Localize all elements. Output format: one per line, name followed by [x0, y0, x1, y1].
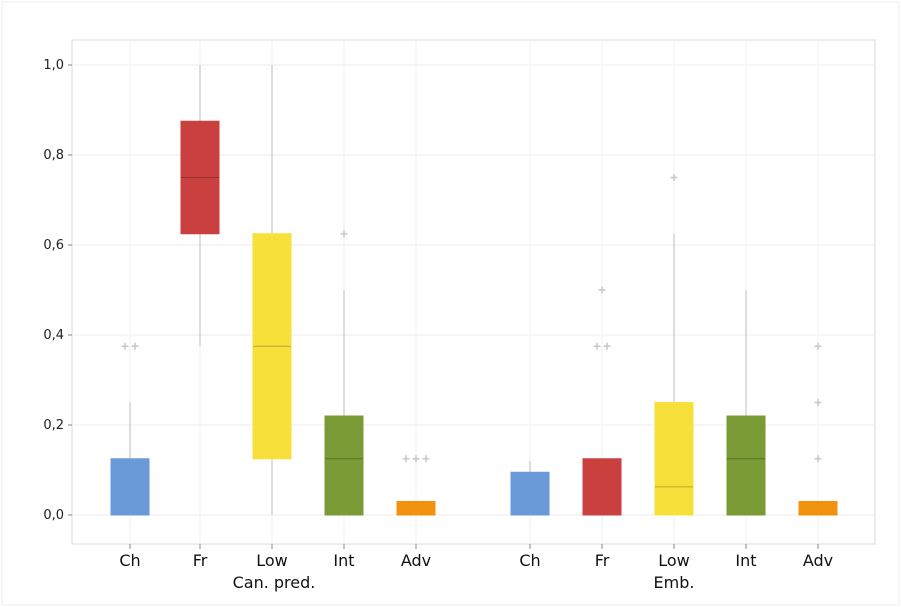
outlier-marker [598, 286, 606, 294]
y-tick-label: 0,2 [43, 418, 64, 433]
box-int-emb [726, 290, 766, 516]
outlier-marker [603, 342, 611, 350]
y-tick-label: 0,0 [43, 508, 64, 523]
x-category-label: Adv [803, 551, 833, 570]
y-tick-label: 1,0 [43, 58, 64, 73]
outlier-marker [412, 455, 420, 463]
y-axis: 0,0 0,2 0,4 0,6 0,8 1,0 [43, 58, 72, 523]
box-adv-can-pred [396, 455, 436, 516]
box-int-can-pred [324, 230, 364, 516]
box-fr-can-pred [180, 65, 220, 347]
box-body [798, 501, 838, 516]
box-ch-can-pred [110, 342, 150, 516]
x-group-label: Can. pred. [233, 573, 316, 592]
x-category-label: Fr [595, 551, 610, 570]
box-low-can-pred [252, 65, 292, 515]
y-tick-label: 0,4 [43, 328, 64, 343]
box-adv-emb [798, 342, 838, 516]
box-ch-emb [510, 461, 550, 516]
x-category-label: Adv [401, 551, 431, 570]
outlier-marker [670, 174, 678, 181]
box-low-emb [654, 174, 694, 516]
x-category-label: Ch [519, 551, 540, 570]
outlier-marker [131, 342, 139, 350]
box-body [180, 120, 220, 235]
outlier-marker [402, 455, 410, 463]
box-fr-emb [582, 286, 622, 516]
box-body [582, 458, 622, 516]
outlier-marker [814, 342, 822, 350]
x-group-label: Emb. [654, 573, 695, 592]
x-axis: Ch Fr Low Int Adv Can. pred. Ch Fr Low Int Adv Emb. [119, 544, 833, 592]
box-body [324, 415, 364, 516]
y-tick-label: 0,6 [43, 238, 64, 253]
y-tick-label: 0,8 [43, 148, 64, 163]
x-category-label: Ch [119, 551, 140, 570]
boxes [110, 65, 838, 516]
box-body [654, 402, 694, 516]
box-body [396, 501, 436, 516]
outlier-marker [814, 455, 822, 463]
box-body [510, 471, 550, 516]
x-category-label: Low [658, 551, 690, 570]
outlier-marker [422, 455, 430, 463]
outlier-marker [340, 230, 348, 238]
x-category-label: Int [735, 551, 756, 570]
box-body [726, 415, 766, 516]
x-category-label: Fr [193, 551, 208, 570]
outlier-marker [814, 399, 822, 406]
outlier-marker [121, 342, 129, 350]
box-body [110, 458, 150, 516]
outlier-marker [593, 342, 601, 350]
box-body [252, 233, 292, 460]
x-category-label: Int [333, 551, 354, 570]
x-category-label: Low [256, 551, 288, 570]
